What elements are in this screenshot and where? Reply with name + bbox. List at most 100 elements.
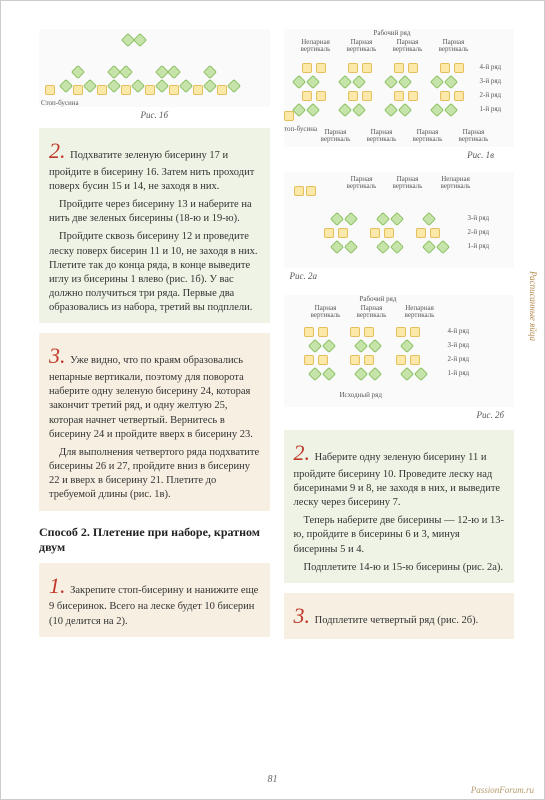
row-label: 4-й ряд xyxy=(448,327,470,335)
bead-icon xyxy=(429,103,443,117)
bead-icon xyxy=(397,103,411,117)
bead-icon xyxy=(362,91,372,101)
bead-icon xyxy=(440,63,450,73)
step-3-block: 3. Уже видно, что по краям образовались … xyxy=(39,333,270,510)
bead-icon xyxy=(291,103,305,117)
bead-icon xyxy=(203,65,217,79)
bead-icon xyxy=(410,327,420,337)
bead-icon xyxy=(203,79,217,93)
stop-bead-label: Стоп-бусина xyxy=(41,99,79,107)
bead-icon xyxy=(408,63,418,73)
figure-1v-caption: Рис. 1в xyxy=(284,150,515,160)
row-label: 2-й ряд xyxy=(480,91,502,99)
figure-1v: Рабочий ряд Непарная вертикаль Парная ве… xyxy=(284,29,515,147)
bead-icon xyxy=(227,79,241,93)
bead-icon xyxy=(145,85,155,95)
vert-label: Непарная вертикаль xyxy=(298,39,334,53)
bead-icon xyxy=(83,79,97,93)
bead-icon xyxy=(307,367,321,381)
right-step2-p2: Теперь наберите две бисерины — 12-ю и 13… xyxy=(294,514,505,557)
right-step-2-text: 2. Наберите одну зеленую бисерину 11 и п… xyxy=(294,438,505,510)
bead-icon xyxy=(73,85,83,95)
bead-icon xyxy=(133,33,147,47)
bead-icon xyxy=(421,240,435,254)
working-row-label: Рабочий ряд xyxy=(360,295,397,303)
row-label: 1-й ряд xyxy=(448,369,470,377)
figure-2b-caption: Рис. 2б xyxy=(284,410,515,420)
right-step2-p1: Наберите одну зеленую бисерину 11 и прой… xyxy=(294,452,501,508)
bead-icon xyxy=(410,355,420,365)
bead-icon xyxy=(421,212,435,226)
bead-icon xyxy=(350,355,360,365)
vert-label: Непарная вертикаль xyxy=(400,305,440,319)
bead-icon xyxy=(329,240,343,254)
bead-icon xyxy=(305,75,319,89)
bead-icon xyxy=(389,240,403,254)
bead-icon xyxy=(454,63,464,73)
right-step-3-text: 3. Подплетите четвертый ряд (рис. 2б). xyxy=(294,601,505,631)
bead-icon xyxy=(353,367,367,381)
step-number: 2. xyxy=(294,440,311,465)
bead-icon xyxy=(318,327,328,337)
bead-icon xyxy=(440,91,450,101)
bead-icon xyxy=(370,228,380,238)
bead-icon xyxy=(155,79,169,93)
bead-icon xyxy=(329,212,343,226)
bead-icon xyxy=(316,63,326,73)
bead-icon xyxy=(383,75,397,89)
step-3-p1: Уже видно, что по краям образовались неп… xyxy=(49,355,253,439)
step-number: 2. xyxy=(49,138,66,163)
step-3-text: 3. Уже видно, что по краям образовались … xyxy=(49,341,260,442)
step-2-p3: Пройдите сквозь бисерину 12 и проведите … xyxy=(49,230,260,315)
stop-bead-label: Стоп-бусина xyxy=(284,125,318,133)
bead-icon xyxy=(353,339,367,353)
columns: Стоп-бусина Рис. 1б 2. Подхватите зелену… xyxy=(39,29,514,639)
bead-icon xyxy=(435,240,449,254)
method2-step1-p1: Закрепите стоп-бисерину и нанижите еще 9… xyxy=(49,585,258,627)
right-step-3-block: 3. Подплетите четвертый ряд (рис. 2б). xyxy=(284,593,515,639)
bead-icon xyxy=(97,85,107,95)
method2-step1-block: 1. Закрепите стоп-бисерину и нанижите ещ… xyxy=(39,563,270,637)
bead-icon xyxy=(384,228,394,238)
bead-icon xyxy=(306,186,316,196)
bead-icon xyxy=(348,91,358,101)
bead-icon xyxy=(121,85,131,95)
bead-icon xyxy=(305,103,319,117)
bead-icon xyxy=(443,103,457,117)
bead-icon xyxy=(338,228,348,238)
bead-icon xyxy=(302,91,312,101)
step-number: 3. xyxy=(294,603,311,628)
bead-icon xyxy=(364,355,374,365)
bead-icon xyxy=(364,327,374,337)
bead-icon xyxy=(413,367,427,381)
bead-icon xyxy=(337,103,351,117)
step-2-text: 2. Подхватите зеленую бисерину 17 и прой… xyxy=(49,136,260,194)
page-content: Стоп-бусина Рис. 1б 2. Подхватите зелену… xyxy=(1,1,544,659)
vert-label: Парная вертикаль xyxy=(344,176,380,190)
bead-icon xyxy=(350,327,360,337)
bead-icon xyxy=(367,339,381,353)
step-number: 1. xyxy=(49,573,66,598)
bead-icon xyxy=(59,79,73,93)
vert-label: Парная вертикаль xyxy=(318,129,354,143)
figure-2a-caption: Рис. 2а xyxy=(284,271,515,281)
bead-icon xyxy=(169,85,179,95)
bead-icon xyxy=(399,339,413,353)
right-step2-p3: Подплетите 14-ю и 15-ю бисерины (рис. 2а… xyxy=(294,561,505,575)
working-row-label: Рабочий ряд xyxy=(374,29,411,37)
row-label: 3-й ряд xyxy=(448,341,470,349)
left-column: Стоп-бусина Рис. 1б 2. Подхватите зелену… xyxy=(39,29,270,639)
bead-icon xyxy=(375,212,389,226)
bead-icon xyxy=(430,228,440,238)
vert-label: Парная вертикаль xyxy=(344,39,380,53)
bead-icon xyxy=(396,355,406,365)
bead-icon xyxy=(318,355,328,365)
bead-icon xyxy=(119,65,133,79)
bead-icon xyxy=(454,91,464,101)
bead-icon xyxy=(302,63,312,73)
source-row-label: Исходный ряд xyxy=(340,391,382,399)
side-tab-label: Расписанные яйца xyxy=(528,271,538,341)
bead-icon xyxy=(375,240,389,254)
bead-icon xyxy=(351,103,365,117)
bead-icon xyxy=(383,103,397,117)
